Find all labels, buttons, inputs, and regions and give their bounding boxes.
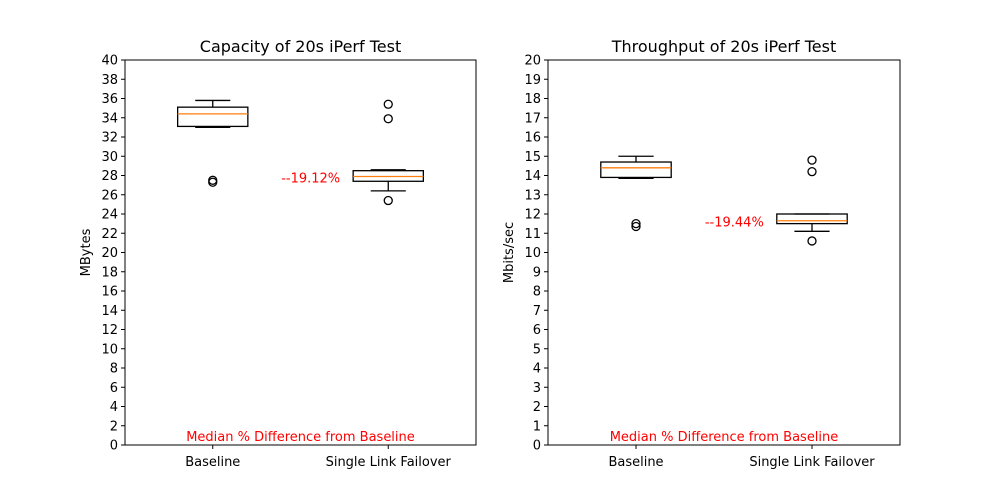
outlier-point [208,175,218,185]
y-tick-label: 36 [101,92,118,107]
y-tick-label: 6 [533,323,541,338]
y-tick-label: 24 [101,208,118,223]
outlier-point [807,155,817,165]
median-diff-caption: Median % Difference from Baseline [186,430,415,445]
y-tick-label: 38 [101,73,118,88]
x-tick-label: Baseline [185,455,240,470]
y-tick-label: 3 [533,381,541,396]
y-tick-label: 7 [533,304,541,319]
y-tick-label: 6 [110,381,118,396]
y-tick-label: 2 [533,400,541,415]
y-tick-label: 8 [110,362,118,377]
median-diff-annotation: --19.44% [705,216,764,231]
y-tick-label: 16 [524,131,541,146]
box-iqr [176,106,249,128]
axes-frame [547,59,901,446]
chart-panel-2: Throughput of 20s iPerf Test012345678910… [502,37,901,470]
outlier-point [631,221,641,232]
y-tick-label: 15 [524,150,541,165]
axes-frame [124,59,477,446]
median-diff-annotation: --19.12% [281,171,340,186]
box-iqr [600,161,672,179]
y-tick-label: 0 [110,439,118,454]
y-tick-label: 8 [533,285,541,300]
outlier-point [383,195,393,206]
chart-title: Throughput of 20s iPerf Test [611,37,836,56]
y-tick-label: 12 [101,323,118,338]
box-plot-2 [776,155,848,246]
y-tick-label: 11 [524,227,541,242]
y-tick-label: 34 [101,111,118,126]
chart-title: Capacity of 20s iPerf Test [200,37,401,56]
outlier-point [807,236,817,246]
y-tick-label: 4 [533,362,541,377]
y-tick-label: 14 [101,304,118,319]
y-tick-label: 9 [533,265,541,280]
chart-panel-1: Capacity of 20s iPerf Test02468101214161… [79,37,477,470]
y-axis-label: Mbits/sec [502,222,517,283]
y-tick-label: 16 [101,285,118,300]
box-plot-2 [352,99,424,206]
y-tick-label: 4 [110,400,118,415]
outlier-point [807,166,817,177]
box-plot-1 [176,99,249,187]
x-tick-label: Single Link Failover [326,455,452,470]
outlier-point [631,218,641,229]
y-tick-label: 20 [524,54,541,69]
y-tick-label: 5 [533,342,541,357]
y-tick-label: 14 [524,169,541,184]
outlier-point [383,114,393,124]
y-tick-label: 0 [533,439,541,454]
y-tick-label: 22 [101,227,118,242]
x-tick-label: Baseline [608,455,663,470]
y-tick-label: 17 [524,111,541,126]
y-tick-label: 19 [524,73,541,88]
y-tick-label: 2 [110,419,118,434]
y-tick-label: 20 [101,246,118,261]
y-tick-label: 30 [101,150,118,165]
y-tick-label: 12 [524,208,541,223]
box-plot-1 [600,155,672,232]
y-tick-label: 18 [101,265,118,280]
y-tick-label: 40 [101,54,118,69]
outlier-point [383,99,393,109]
y-tick-label: 26 [101,188,118,203]
y-axis-label: MBytes [79,228,94,276]
median-diff-caption: Median % Difference from Baseline [610,430,839,445]
x-tick-label: Single Link Failover [749,455,875,470]
y-tick-label: 10 [524,246,541,261]
box-iqr [776,213,848,225]
y-tick-label: 13 [524,188,541,203]
y-tick-label: 1 [533,419,541,434]
y-tick-label: 28 [101,169,118,184]
y-tick-label: 10 [101,342,118,357]
y-tick-label: 18 [524,92,541,107]
y-tick-label: 32 [101,131,118,146]
